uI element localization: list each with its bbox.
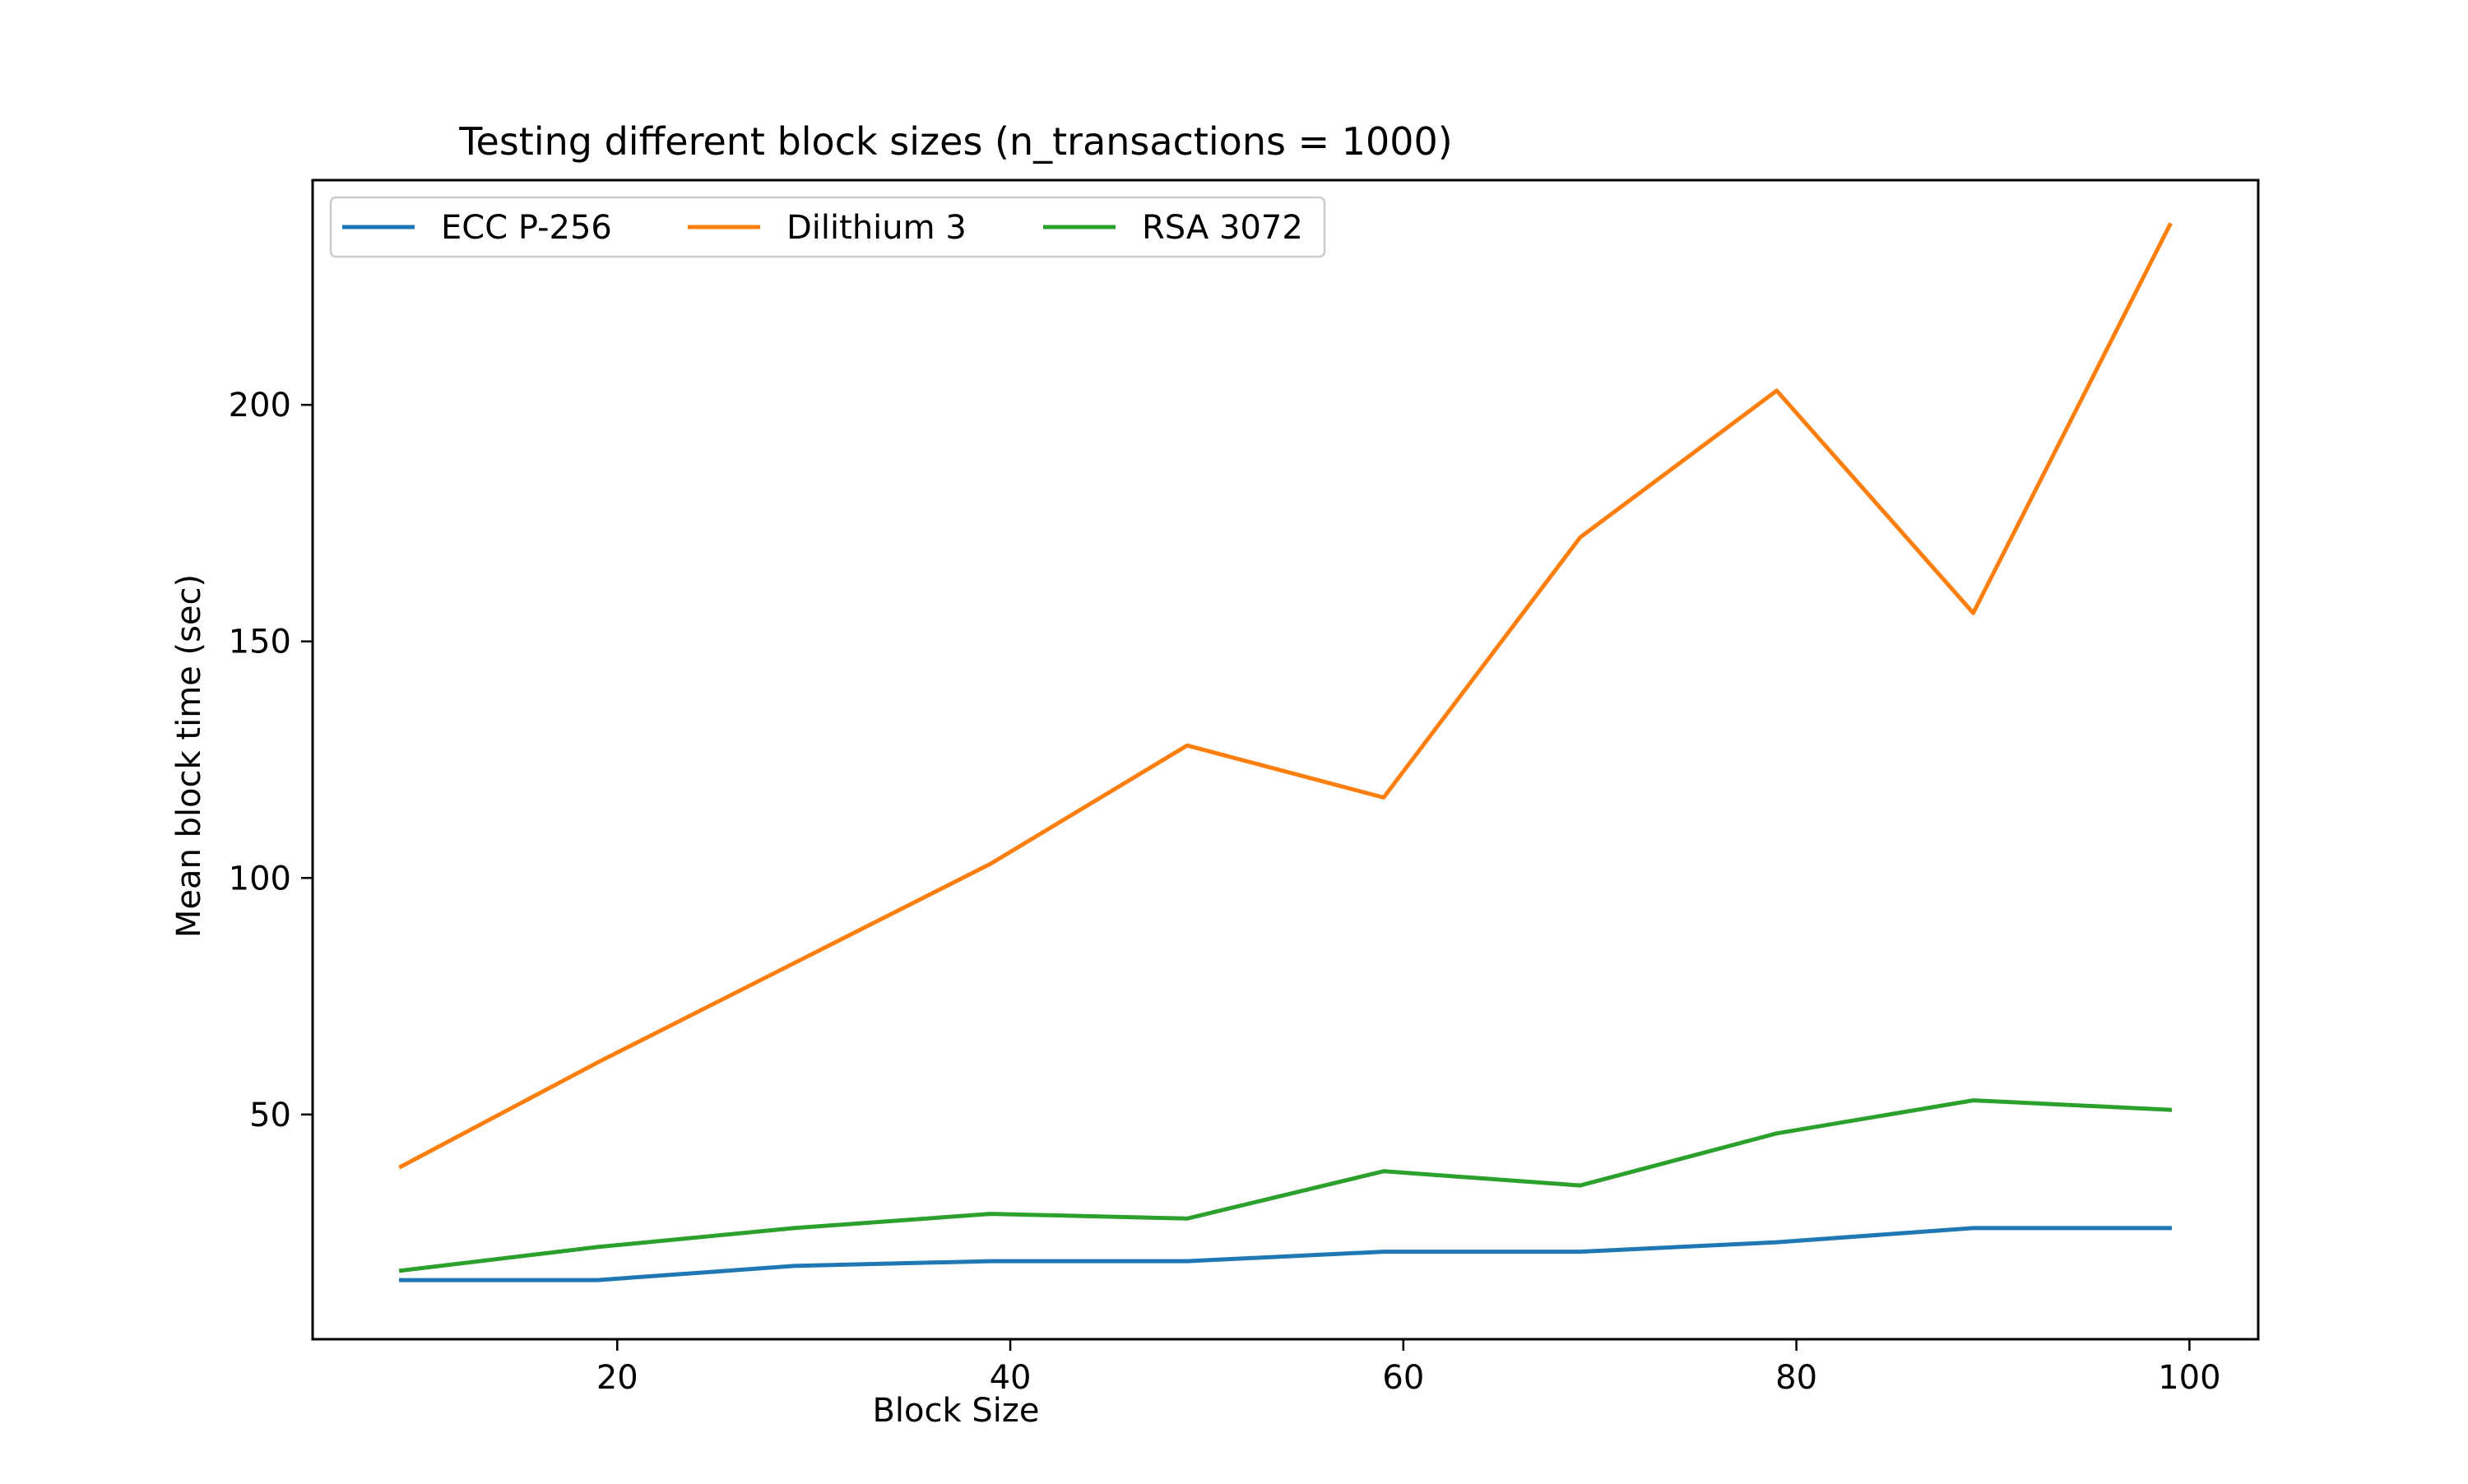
- legend: ECC P-256 Dilithium 3 RSA 3072: [329, 196, 1326, 258]
- series-line-1: [399, 1226, 2172, 1282]
- legend-label-1: ECC P-256: [441, 209, 612, 247]
- axes-frame: [311, 179, 2260, 1341]
- x-tick-label: 60: [1382, 1359, 1424, 1397]
- y-tick-label: 100: [229, 860, 291, 897]
- legend-label-3: RSA 3072: [1142, 209, 1303, 247]
- x-tick-label: 40: [990, 1359, 1032, 1397]
- x-tick-label: 100: [2158, 1359, 2220, 1397]
- legend-label-2: Dilithium 3: [786, 209, 967, 247]
- series-line-2: [398, 222, 2173, 1170]
- x-tick-label: 80: [1775, 1359, 1817, 1397]
- series-line-3: [398, 1098, 2173, 1273]
- legend-box: [329, 196, 1326, 258]
- series-lines: [398, 222, 2173, 1282]
- x-tick-label: 20: [596, 1359, 638, 1397]
- y-axis-ticks: 50 100 150 200: [229, 387, 313, 1134]
- legend-items: ECC P-256 Dilithium 3 RSA 3072: [342, 209, 1303, 247]
- y-axis-label: Mean block time (sec): [170, 574, 208, 938]
- y-tick-label: 200: [229, 387, 291, 424]
- x-axis-ticks: 20 40 60 80 100: [596, 1339, 2221, 1397]
- y-tick-label: 50: [249, 1097, 291, 1134]
- x-axis-label: Block Size: [872, 1392, 1039, 1430]
- y-tick-label: 150: [229, 624, 291, 661]
- chart-title: Testing different block sizes (n_transac…: [458, 119, 1453, 164]
